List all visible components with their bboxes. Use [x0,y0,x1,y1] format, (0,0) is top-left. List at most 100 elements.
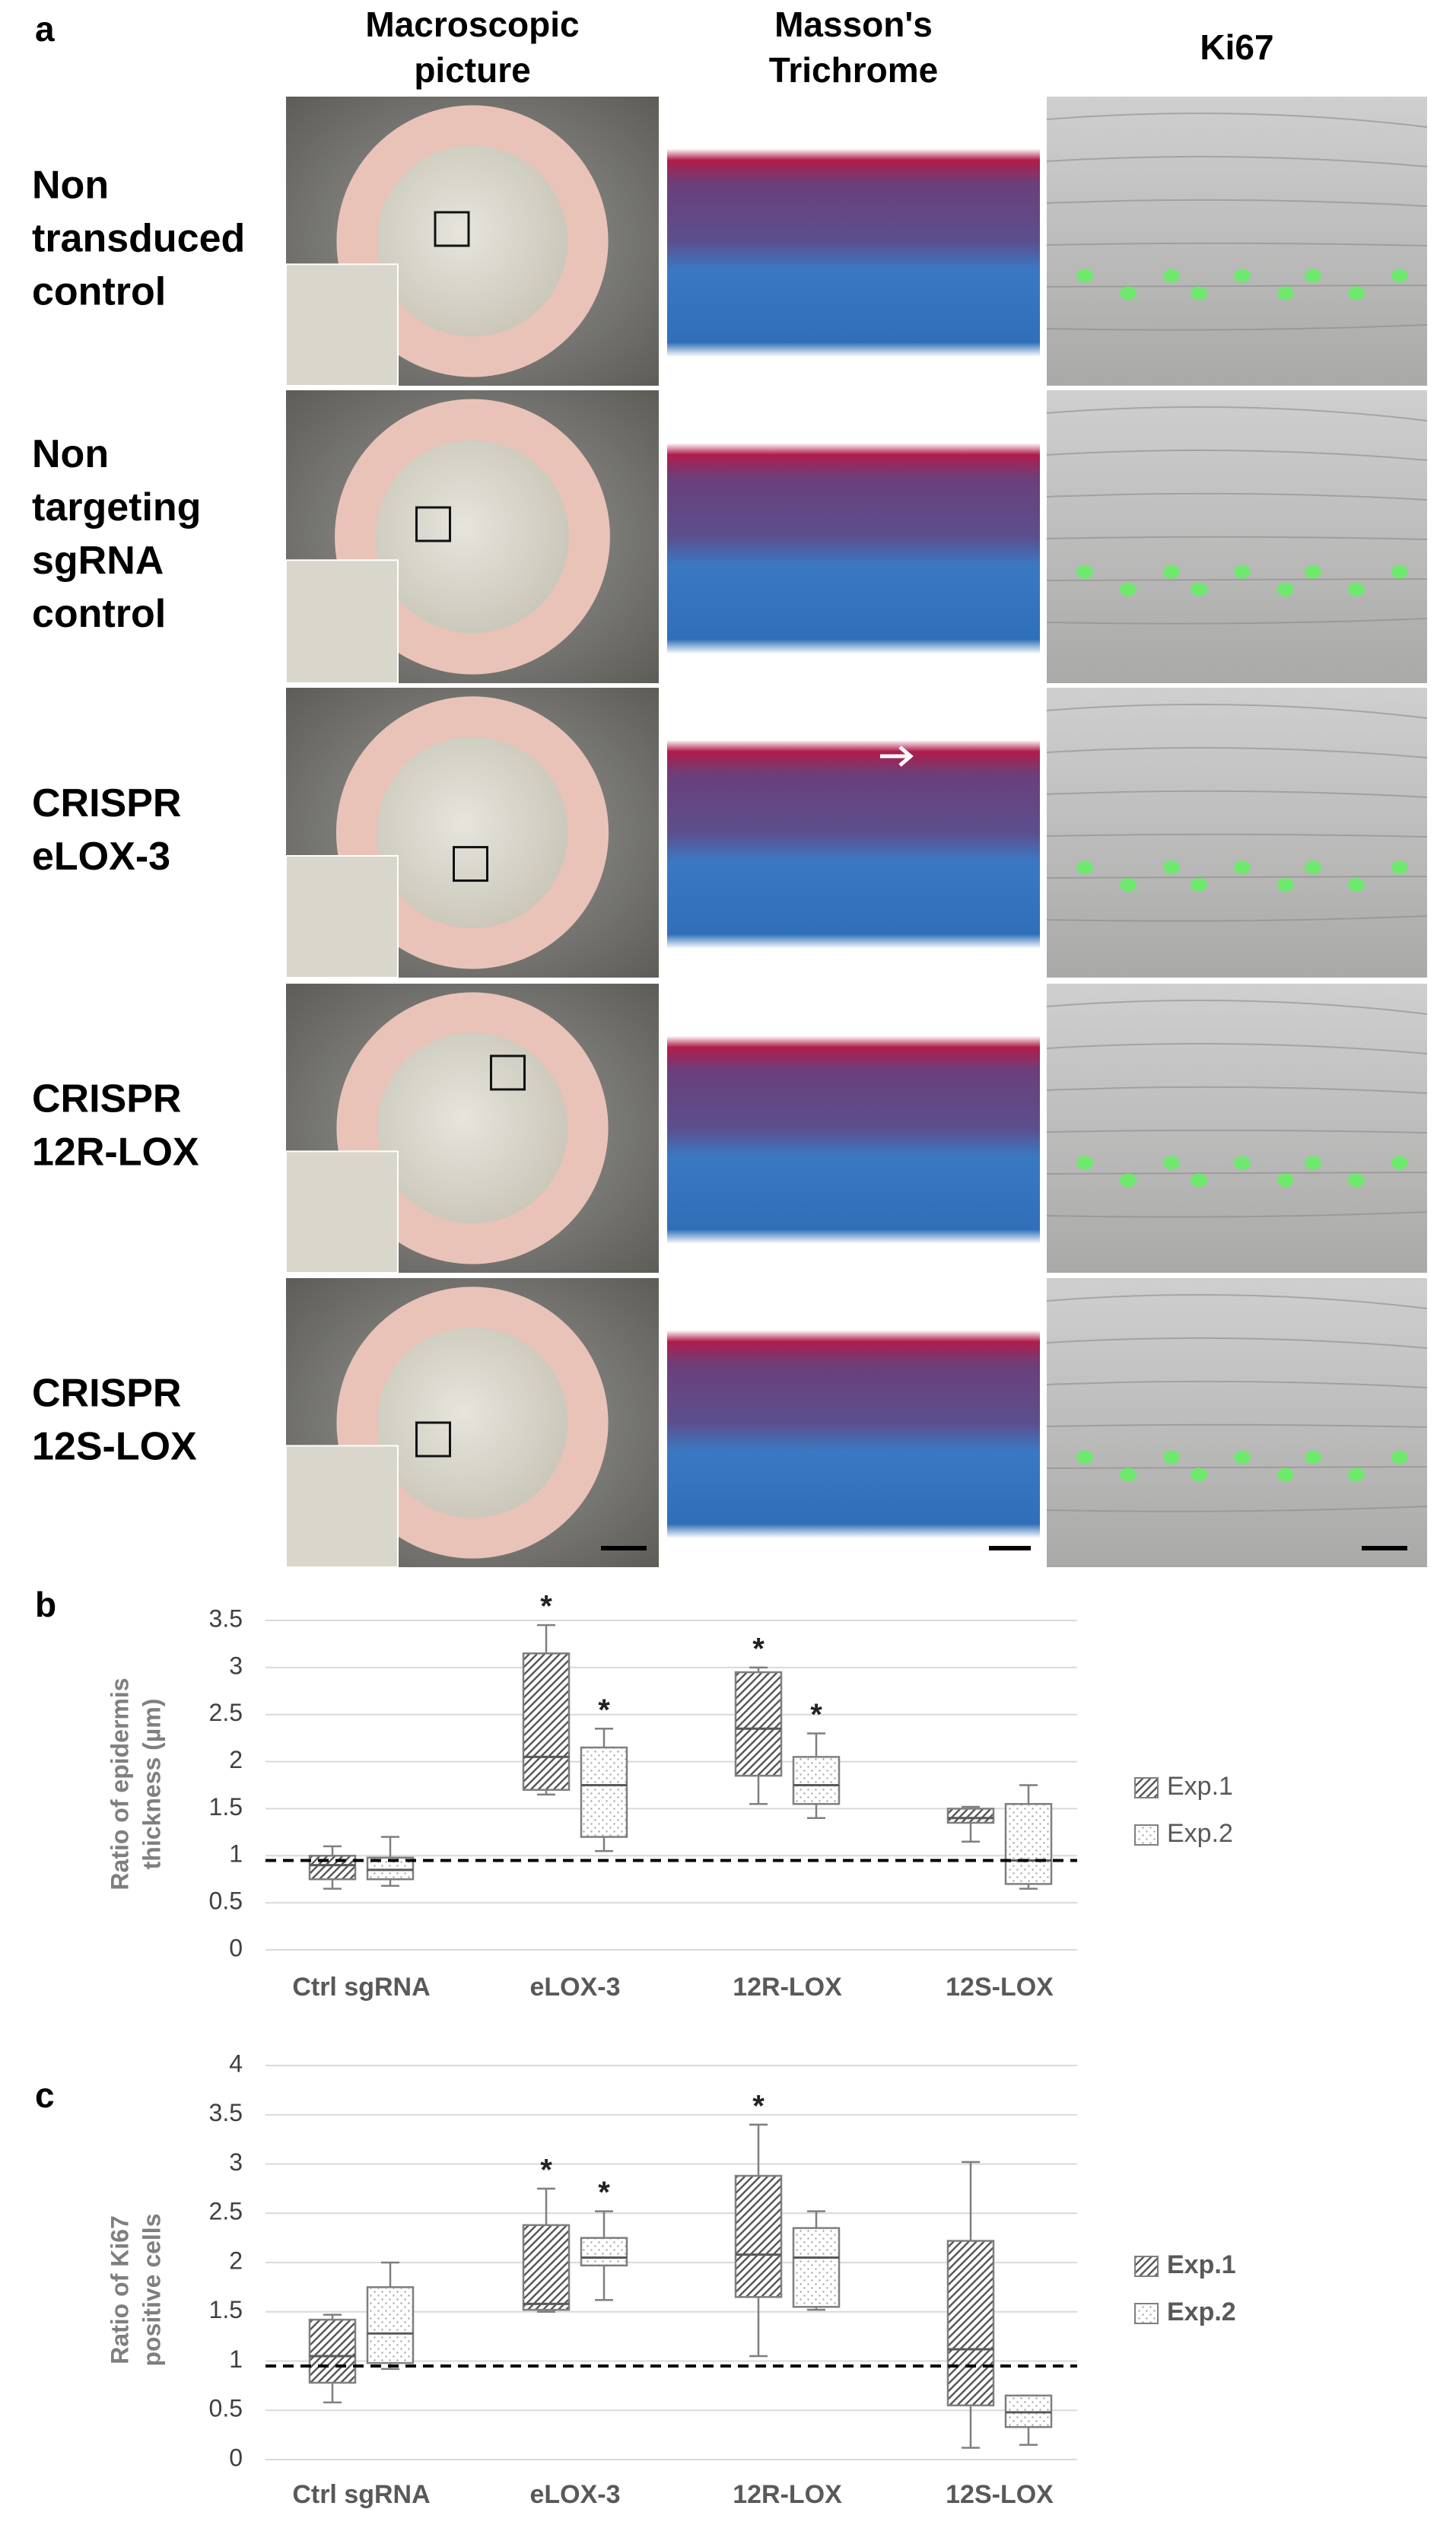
row-label: CRISPR [32,1077,181,1121]
y-tick-label: 0 [229,1934,243,1961]
ki67-image [1046,97,1428,386]
y-tick-label: 0.5 [209,2395,243,2422]
y-tick-label: 1.5 [209,1793,243,1821]
x-tick-label: Ctrl sgRNA [292,1973,430,2002]
row-label: Non [32,164,109,208]
legend-label: Exp.2 [1167,1819,1233,1848]
box [366,2286,415,2364]
y-tick-label: 4 [229,2050,243,2077]
y-axis-label: thickness (µm) [138,1699,165,1870]
significance-mark: * [752,2089,765,2123]
legend-swatch [1134,1777,1159,1798]
y-tick-label: 3 [229,1652,243,1679]
macroscopic-image [285,390,659,684]
y-tick-label: 0 [229,2444,243,2471]
row-label: CRISPR [32,1372,181,1416]
ki67-image [1046,688,1428,978]
row-label: transduced [32,217,245,261]
y-tick-label: 3.5 [209,2099,243,2126]
y-tick-label: 3.5 [209,1604,243,1632]
legend-label: Exp.1 [1167,2250,1236,2279]
row-label: sgRNA [32,539,164,583]
row-label: 12R-LOX [32,1131,199,1175]
y-tick-label: 2 [229,1746,243,1773]
x-tick-label: eLOX-3 [529,2480,620,2509]
column-header: picture [414,50,530,90]
macroscopic-image [285,688,659,978]
box [580,1746,628,1838]
y-tick-label: 1 [229,2345,243,2373]
significance-mark: * [598,1693,610,1727]
trichrome-image [667,984,1040,1273]
box [308,2318,357,2384]
box [946,2240,995,2407]
x-tick-label: 12R-LOX [733,2480,842,2509]
y-tick-label: 1.5 [209,2296,243,2323]
x-tick-label: 12S-LOX [946,2480,1054,2509]
box [946,1808,995,1824]
ki67-image [1046,390,1428,683]
legend-label: Exp.2 [1167,2298,1236,2326]
box [522,2224,571,2311]
row-label: 12S-LOX [32,1425,197,1469]
box-chart: b Ratio of epidermis thickness (µm) 0 0.5 1 1.… [35,1585,1233,2002]
significance-mark: * [752,1632,765,1665]
trichrome-image [667,97,1040,386]
panel-label: c [35,2075,55,2115]
row-label: eLOX-3 [32,835,170,879]
x-tick-label: Ctrl sgRNA [292,2480,430,2509]
legend-swatch [1134,2303,1159,2324]
y-tick-label: 3 [229,2148,243,2176]
column-header: Macroscopic [365,5,579,44]
trichrome-image [667,688,1040,978]
ki67-image [1046,984,1428,1273]
box [522,1652,571,1791]
significance-mark: * [598,2176,610,2209]
column-header: Trichrome [769,50,938,90]
macroscopic-image [285,1278,659,1569]
trichrome-image [667,1278,1040,1567]
charts: b Ratio of epidermis thickness (µm) 0 0.5 1 1.… [35,1585,1236,2509]
macroscopic-image [285,984,659,1274]
column-header: Ki67 [1200,27,1273,67]
significance-mark: * [540,2153,552,2186]
x-tick-label: eLOX-3 [529,1973,620,2002]
legend-swatch [1134,2256,1159,2277]
box [734,2174,783,2298]
box [1004,1802,1053,1885]
y-tick-label: 1 [229,1840,243,1868]
x-tick-label: 12S-LOX [946,1973,1054,2002]
y-tick-label: 0.5 [209,1887,243,1915]
x-tick-label: 12R-LOX [733,1973,842,2002]
panel-label: a [35,9,55,49]
box-chart: c Ratio of Ki67 positive cells 0 0.5 1 1.5 2 2.5… [35,2050,1236,2509]
column-header: Masson's [774,5,933,44]
legend-label: Exp.1 [1167,1772,1233,1801]
y-tick-label: 2 [229,2247,243,2274]
y-tick-label: 2.5 [209,2198,243,2225]
image-grid: Macroscopic picture Masson's Trichrome Ki67 N… [32,5,1428,1569]
box [308,1855,357,1881]
row-label: Non [32,432,109,476]
row-label: CRISPR [32,781,181,825]
panel-label: b [35,1585,56,1624]
row-label: control [32,270,166,314]
box [792,2227,841,2308]
macroscopic-image [285,97,659,386]
significance-mark: * [810,1698,822,1732]
box [580,2237,628,2267]
legend-swatch [1134,1824,1159,1846]
box [734,1671,783,1777]
y-axis-label: Ratio of epidermis [106,1678,133,1890]
trichrome-image [667,390,1040,683]
y-axis-label: Ratio of Ki67 [106,2215,133,2364]
significance-mark: * [540,1590,552,1623]
y-axis-label: positive cells [138,2214,165,2367]
ki67-image [1046,1278,1428,1567]
box [792,1756,841,1805]
y-tick-label: 2.5 [209,1699,243,1726]
row-label: targeting [32,485,201,529]
row-label: control [32,592,166,636]
